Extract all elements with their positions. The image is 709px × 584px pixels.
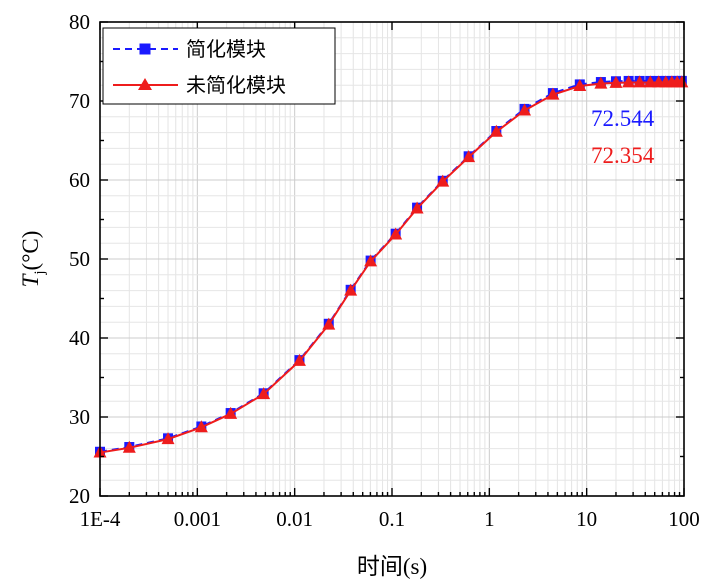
data-point-triangle [622,75,636,88]
x-tick-label: 1 [484,507,495,531]
data-point-triangle [594,76,608,89]
legend-label-simplified: 简化模块 [186,37,266,61]
y-tick-label: 80 [69,10,90,34]
ticks [99,21,685,497]
y-axis-title: Tj(°C) [18,231,48,288]
data-point-triangle [633,75,647,88]
legend-item-simplified: 简化模块 [113,37,266,61]
x-tick-label: 10 [576,507,597,531]
data-point-triangle [364,254,378,267]
data-point-triangle [518,103,532,116]
y-tick-label: 50 [69,247,90,271]
legend-item-unsimplified: 未简化模块 [113,73,286,97]
y-axis-title-main: T [18,272,43,287]
x-tick-label: 100 [668,507,700,531]
tick-labels: 1E-4 0.001 0.01 0.1 1 10 100 20 30 40 50 60 70 80 [69,10,700,531]
data-point-triangle [322,317,336,330]
data-point-triangle [609,75,623,88]
y-tick-label: 60 [69,168,90,192]
legend: 简化模块 未简化模块 [102,27,336,105]
annotation-unsimplified-final: 72.354 [591,143,655,168]
y-axis-title-unit: (°C) [18,231,43,271]
data-point-triangle [462,150,476,163]
x-tick-label: 1E-4 [80,507,121,531]
series-layer [93,75,689,458]
y-tick-label: 70 [69,89,90,113]
x-tick-label: 0.001 [174,507,221,531]
data-point-triangle [489,124,503,137]
x-axis-title: 时间(s) [357,554,427,579]
legend-marker-triangle [138,78,152,90]
legend-marker-square [139,43,151,55]
data-point-triangle [344,283,358,296]
data-point-triangle [224,406,238,419]
y-tick-label: 40 [69,326,90,350]
y-tick-label: 30 [69,405,90,429]
data-point-triangle [292,353,306,366]
series-line [99,81,682,454]
series-unsimplified [93,75,689,458]
x-tick-label: 0.01 [276,507,313,531]
annotation-simplified-final: 72.544 [591,106,655,131]
y-tick-label: 20 [69,484,90,508]
data-point-triangle [410,201,424,214]
data-point-triangle [436,174,450,187]
data-point-triangle [257,387,271,400]
data-point-triangle [643,75,657,88]
y-axis-title-sub: j [32,270,48,275]
data-point-triangle [122,440,136,453]
data-point-triangle [194,420,208,433]
legend-box [102,27,336,105]
data-point-triangle [675,75,689,88]
x-tick-label: 0.1 [379,507,405,531]
data-point-triangle [546,87,560,100]
legend-label-unsimplified: 未简化模块 [186,73,286,97]
data-point-triangle [389,227,403,240]
data-point-triangle [573,78,587,91]
data-point-triangle [161,432,175,445]
